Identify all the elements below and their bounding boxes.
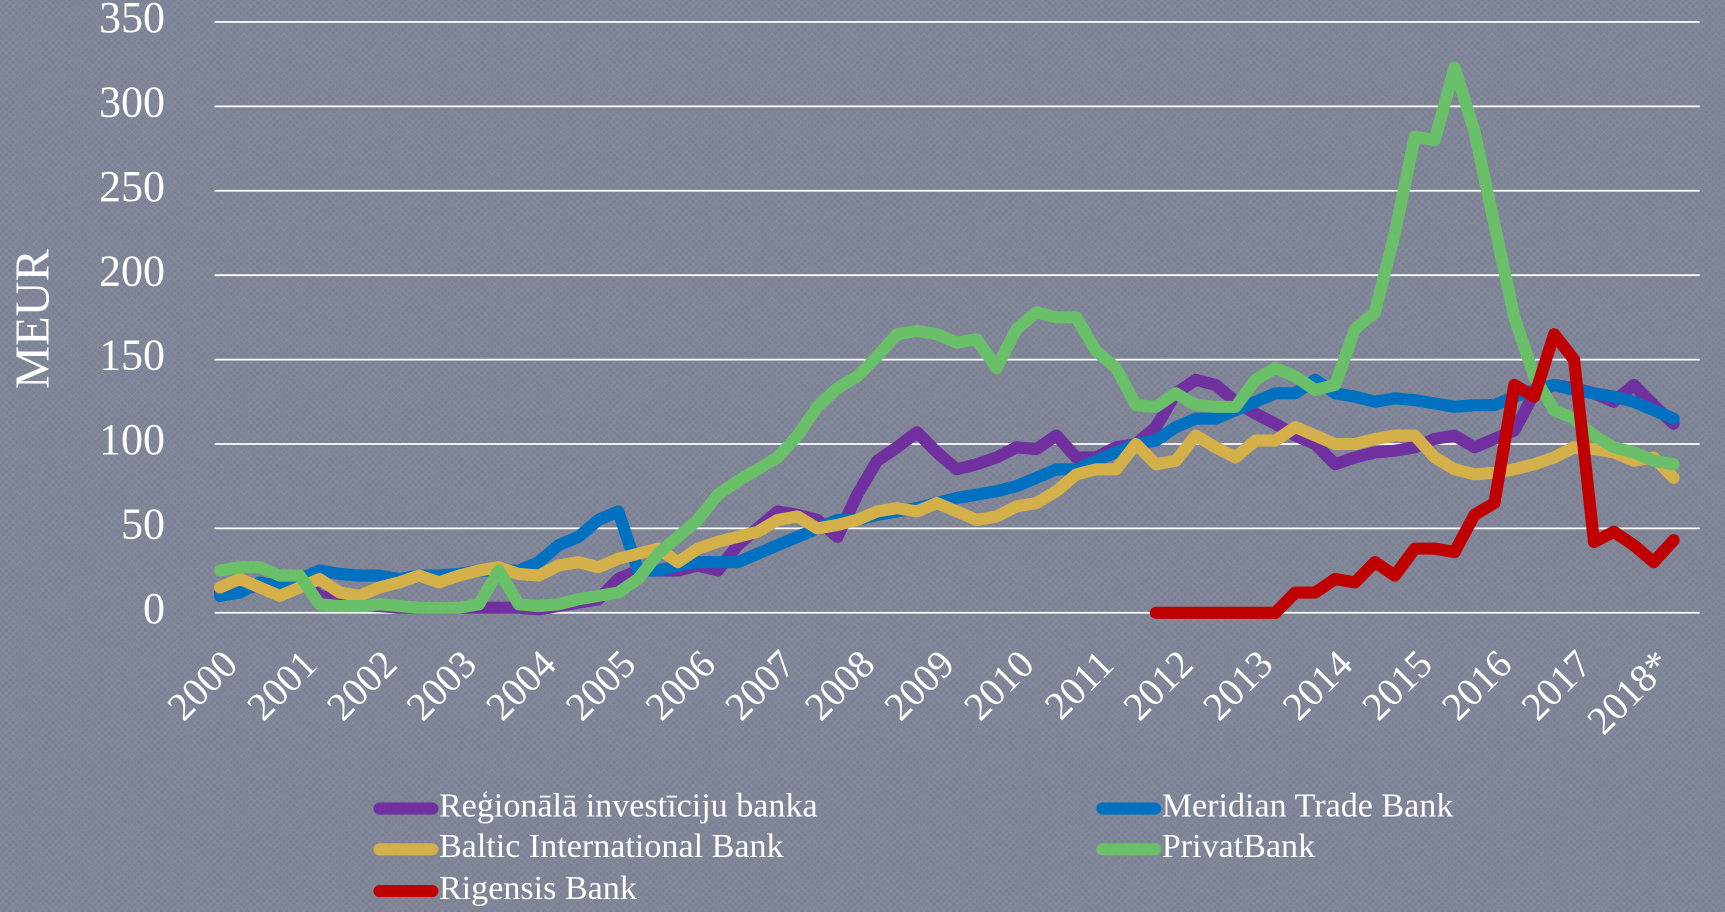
y-tick-label: 300 xyxy=(99,77,165,126)
y-tick-label: 200 xyxy=(99,246,165,295)
y-tick-label: 100 xyxy=(99,415,165,464)
series-line xyxy=(213,421,1680,602)
series-line xyxy=(213,61,1680,614)
y-tick-label: 150 xyxy=(99,331,165,380)
legend-label: Reģionālā investīciju banka xyxy=(439,787,818,824)
legend-label: Meridian Trade Bank xyxy=(1162,787,1455,824)
y-tick-label: 50 xyxy=(121,499,165,548)
series-line xyxy=(1149,328,1680,619)
y-tick-label: 350 xyxy=(99,0,165,42)
legend-label: PrivatBank xyxy=(1162,828,1316,865)
y-tick-label: 250 xyxy=(99,162,165,211)
y-axis-title: MEUR xyxy=(7,248,60,389)
y-tick-label: 0 xyxy=(143,584,165,633)
legend-label: Rigensis Bank xyxy=(439,870,638,907)
legend-label: Baltic International Bank xyxy=(439,828,785,865)
